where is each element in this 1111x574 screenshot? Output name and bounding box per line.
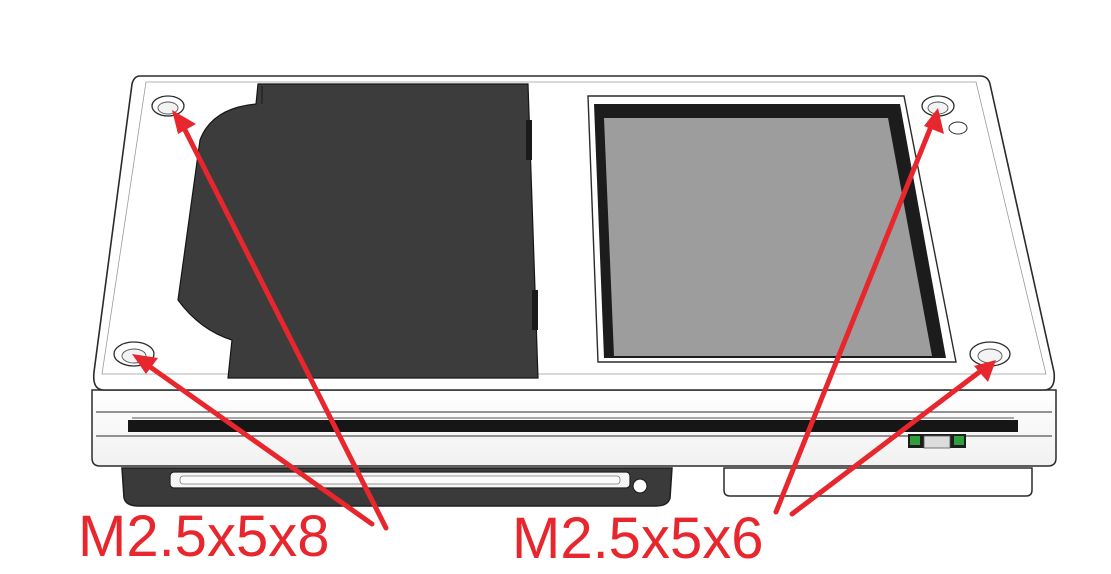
screw-callout-m2-5x5x6: M2.5x5x6: [512, 506, 764, 571]
screw-hole-top-right: [921, 95, 968, 135]
screw-callout-m2-5x5x8: M2.5x5x8: [78, 504, 330, 569]
screw-hole-top-left: [151, 95, 185, 117]
side-switch: [908, 434, 966, 449]
screw-hole-bottom-right: [969, 341, 1011, 367]
bottom-block-right: [723, 467, 1033, 497]
bottom-connector-left: [121, 467, 673, 507]
arrows-left: [132, 110, 389, 531]
left-dark-module: [177, 83, 539, 379]
right-screen: [587, 95, 957, 363]
arrows-right: [773, 108, 996, 517]
